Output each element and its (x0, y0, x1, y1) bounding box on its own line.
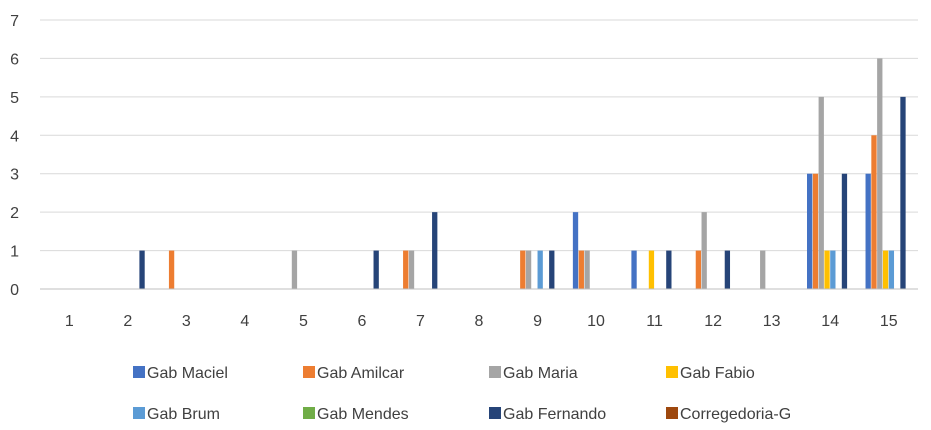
gridlines (40, 19, 918, 252)
bar (525, 250, 532, 289)
bar (882, 250, 889, 289)
bar (648, 250, 655, 289)
x-tick-label: 6 (357, 313, 366, 330)
bar (824, 250, 830, 289)
bar (520, 250, 526, 289)
x-tick-label: 9 (533, 313, 542, 330)
legend-label: Gab Mendes (317, 406, 409, 423)
x-tick-label: 5 (299, 313, 308, 330)
legend-swatch (666, 366, 678, 378)
bar (830, 250, 836, 289)
x-tick-label: 2 (123, 313, 132, 330)
legend-item: Gab Brum (133, 406, 220, 423)
y-tick-label: 0 (10, 282, 19, 299)
legend-label: Gab Fernando (503, 406, 606, 423)
legend-swatch (666, 407, 678, 419)
bar (578, 250, 584, 289)
bar (841, 173, 848, 289)
x-tick-label: 1 (65, 313, 74, 330)
bar (812, 173, 819, 289)
x-tick-label: 4 (240, 313, 249, 330)
legend-label: Gab Amilcar (317, 365, 405, 382)
legend-label: Gab Fabio (680, 365, 755, 382)
legend-swatch (303, 366, 315, 378)
legend-label: Gab Maria (503, 365, 578, 382)
legend-swatch (133, 407, 145, 419)
bar (291, 250, 298, 289)
legend: Gab Maciel Gab Amilcar Gab Maria Gab Fabio G… (133, 365, 791, 423)
legend-label: Gab Brum (147, 406, 220, 423)
y-tick-label: 2 (10, 205, 19, 222)
x-tick-label: 15 (880, 313, 898, 330)
legend-item: Gab Fabio (666, 365, 755, 382)
bar (549, 250, 555, 289)
x-tick-label: 8 (475, 313, 484, 330)
bar (432, 212, 438, 289)
bar (572, 212, 579, 289)
bar (865, 173, 871, 289)
bar (584, 250, 590, 289)
bar (818, 96, 824, 289)
bar (724, 250, 731, 289)
legend-item: Gab Maria (489, 365, 578, 382)
legend-label: Gab Maciel (147, 365, 228, 382)
bar (537, 250, 543, 289)
bar (695, 250, 702, 289)
x-tick-label: 14 (821, 313, 839, 330)
y-tick-label: 6 (10, 51, 19, 68)
legend-swatch (489, 407, 501, 419)
y-tick-label: 4 (10, 128, 19, 145)
y-axis: 0 1 2 3 4 5 6 7 (10, 13, 19, 299)
bar (701, 212, 707, 289)
legend-item: Gab Amilcar (303, 365, 405, 382)
y-tick-label: 7 (10, 13, 19, 30)
legend-item: Gab Fernando (489, 406, 606, 423)
bar (807, 173, 813, 289)
legend-swatch (133, 366, 145, 378)
x-tick-label: 11 (646, 313, 663, 330)
legend-item: Corregedoria-G (666, 406, 791, 423)
bar (403, 250, 409, 289)
x-tick-label: 13 (763, 313, 781, 330)
x-tick-label: 12 (704, 313, 722, 330)
legend-swatch (489, 366, 501, 378)
bar (888, 250, 895, 289)
x-axis: 1 2 3 4 5 6 7 8 9 10 11 12 13 14 15 (40, 288, 918, 330)
x-tick-label: 10 (587, 313, 605, 330)
bar (373, 250, 379, 289)
bar (168, 250, 175, 289)
legend-item: Gab Maciel (133, 365, 228, 382)
bar (139, 250, 145, 289)
y-tick-label: 3 (10, 167, 19, 184)
bars (139, 58, 906, 290)
legend-label: Corregedoria-G (680, 406, 791, 423)
y-tick-label: 1 (10, 244, 19, 261)
bar (631, 250, 637, 289)
bar (877, 58, 883, 290)
legend-item: Gab Mendes (303, 406, 409, 423)
x-tick-label: 7 (416, 313, 425, 330)
bar (408, 250, 415, 289)
bar (900, 96, 906, 289)
bar (760, 250, 766, 289)
bar (666, 250, 672, 289)
x-tick-label: 3 (182, 313, 191, 330)
y-tick-label: 5 (10, 90, 19, 107)
legend-swatch (303, 407, 315, 419)
bar (871, 135, 877, 289)
